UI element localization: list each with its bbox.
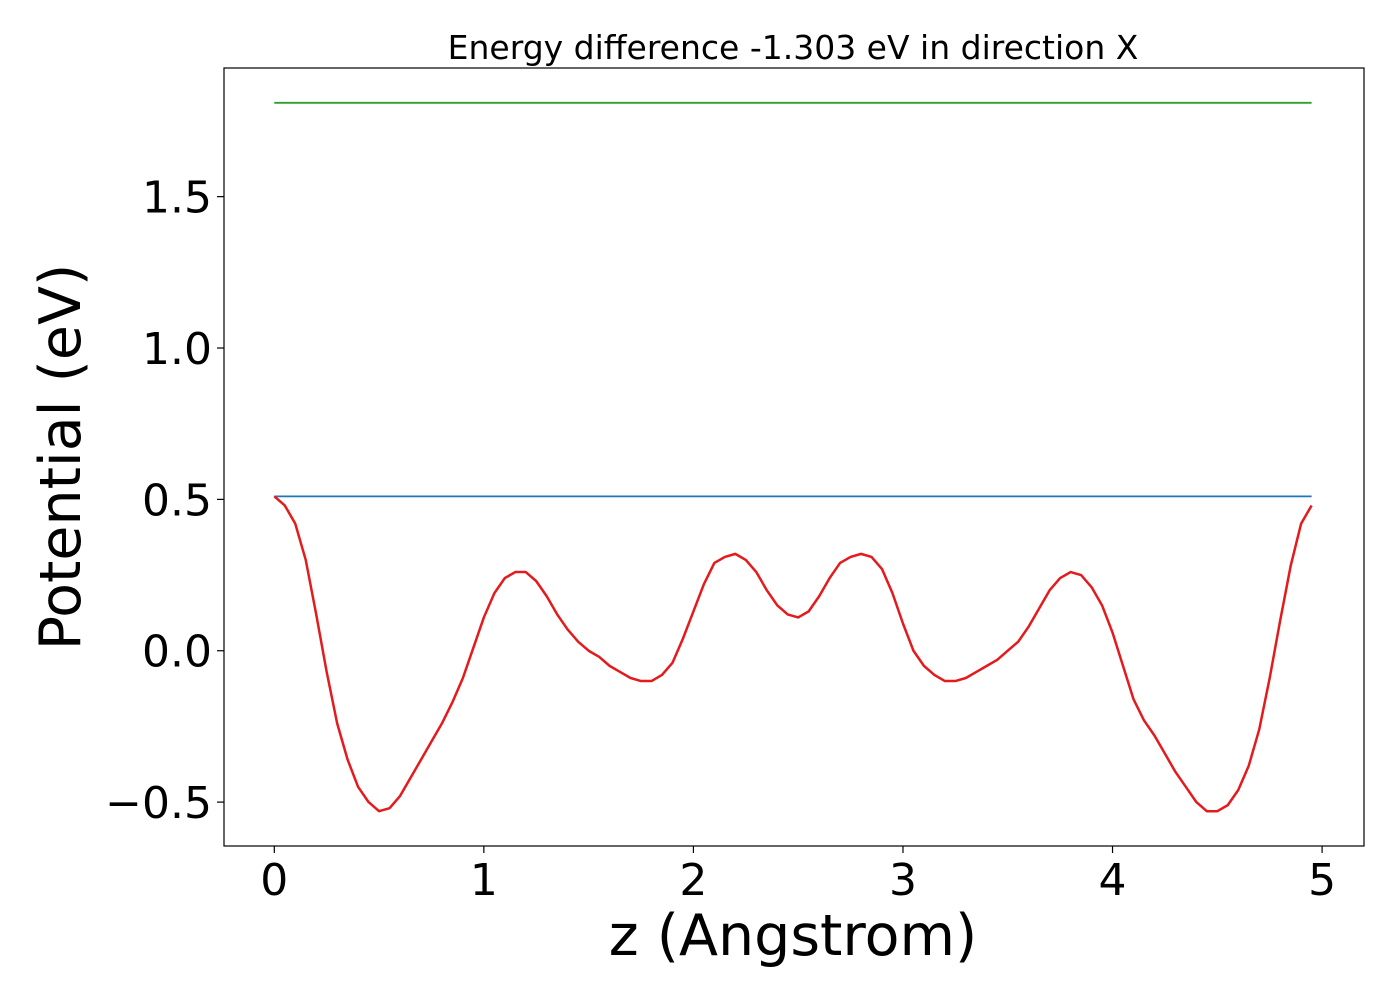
chart-title: Energy difference -1.303 eV in direction… xyxy=(448,28,1139,67)
series-line-2 xyxy=(273,495,1313,813)
series-layer xyxy=(273,101,1313,813)
plot-frame xyxy=(223,67,1365,847)
y-axis-label: Potential (eV) xyxy=(28,264,94,650)
x-axis-ticks: 0 1 2 3 4 5 xyxy=(260,846,1336,906)
y-axis-ticks: −0.5 0.0 0.5 1.0 1.5 xyxy=(105,173,224,829)
x-axis-label: z (Angstrom) xyxy=(609,903,977,969)
y-tick-label: 1.5 xyxy=(142,173,212,224)
x-tick-label: 3 xyxy=(889,855,917,906)
x-tick-label: 5 xyxy=(1308,855,1336,906)
y-tick-label: −0.5 xyxy=(105,778,212,829)
y-tick-label: 0.5 xyxy=(142,475,212,526)
x-tick-label: 1 xyxy=(470,855,498,906)
y-tick-label: 1.0 xyxy=(142,324,212,375)
x-tick-label: 4 xyxy=(1099,855,1127,906)
y-tick-label: 0.0 xyxy=(142,627,212,678)
x-tick-label: 0 xyxy=(260,855,288,906)
x-tick-label: 2 xyxy=(679,855,707,906)
